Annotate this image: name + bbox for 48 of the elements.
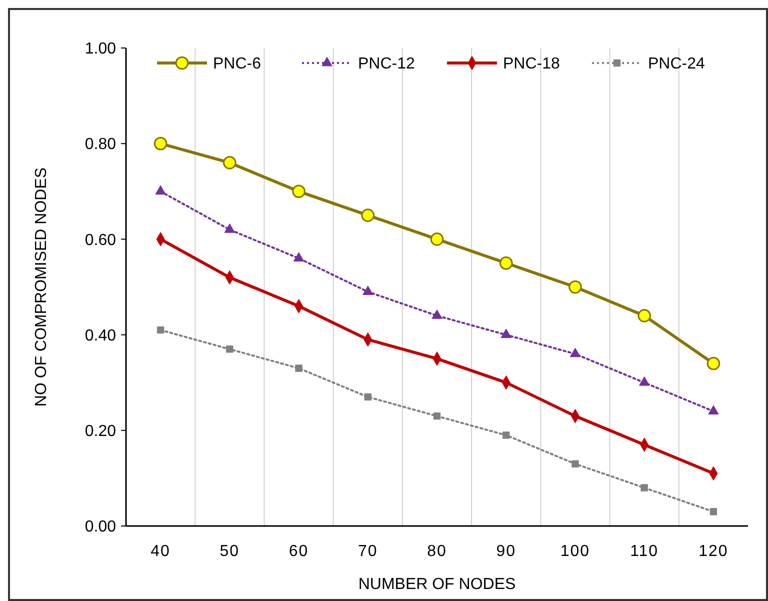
y-tick-label: 0.20 (84, 423, 116, 440)
point (572, 460, 579, 468)
point (154, 136, 168, 150)
x-tick-label: 120 (698, 543, 728, 560)
point (224, 224, 236, 233)
y-tick-label: 1.00 (84, 40, 116, 58)
point (156, 326, 164, 334)
x-tick-label: 110 (630, 543, 659, 560)
x-tick-label: 70 (358, 543, 378, 560)
point (364, 393, 372, 401)
point (432, 310, 442, 319)
point (499, 256, 513, 270)
point (500, 328, 512, 338)
point (638, 309, 651, 322)
x-tick-label: 50 (220, 543, 240, 560)
x-tick-label: 100 (560, 543, 590, 560)
y-tick-label: 0.40 (84, 327, 116, 344)
point (706, 356, 720, 370)
point (295, 364, 302, 372)
point (433, 412, 441, 420)
y-tick-label: 0.60 (84, 232, 116, 249)
point (361, 208, 375, 222)
point (708, 405, 719, 414)
point (293, 252, 304, 262)
x-tick-label: 90 (496, 543, 516, 560)
y-tick-label: 0.80 (84, 136, 116, 154)
point (638, 376, 650, 386)
point (223, 156, 236, 170)
point (430, 232, 444, 246)
legend-label: PNC-18 (503, 56, 560, 73)
x-tick-label: 80 (427, 543, 447, 560)
point (640, 484, 648, 492)
y-tick-label: 0.00 (84, 518, 116, 536)
y-axis-title: NO OF COMPROMISED NODES (33, 167, 50, 407)
point (568, 280, 582, 294)
point (362, 286, 374, 295)
x-axis-title: NUMBER OF NODES (358, 576, 516, 593)
point (155, 185, 166, 195)
legend-label: PNC-12 (358, 56, 416, 73)
point (502, 432, 510, 439)
point (226, 346, 234, 353)
x-tick-label: 60 (288, 543, 309, 560)
legend-label: PNC-6 (213, 56, 262, 73)
x-tick-label: 40 (150, 543, 170, 560)
legend-label: PNC-24 (648, 56, 706, 73)
point (570, 348, 581, 358)
point (710, 508, 718, 516)
point (292, 184, 306, 198)
